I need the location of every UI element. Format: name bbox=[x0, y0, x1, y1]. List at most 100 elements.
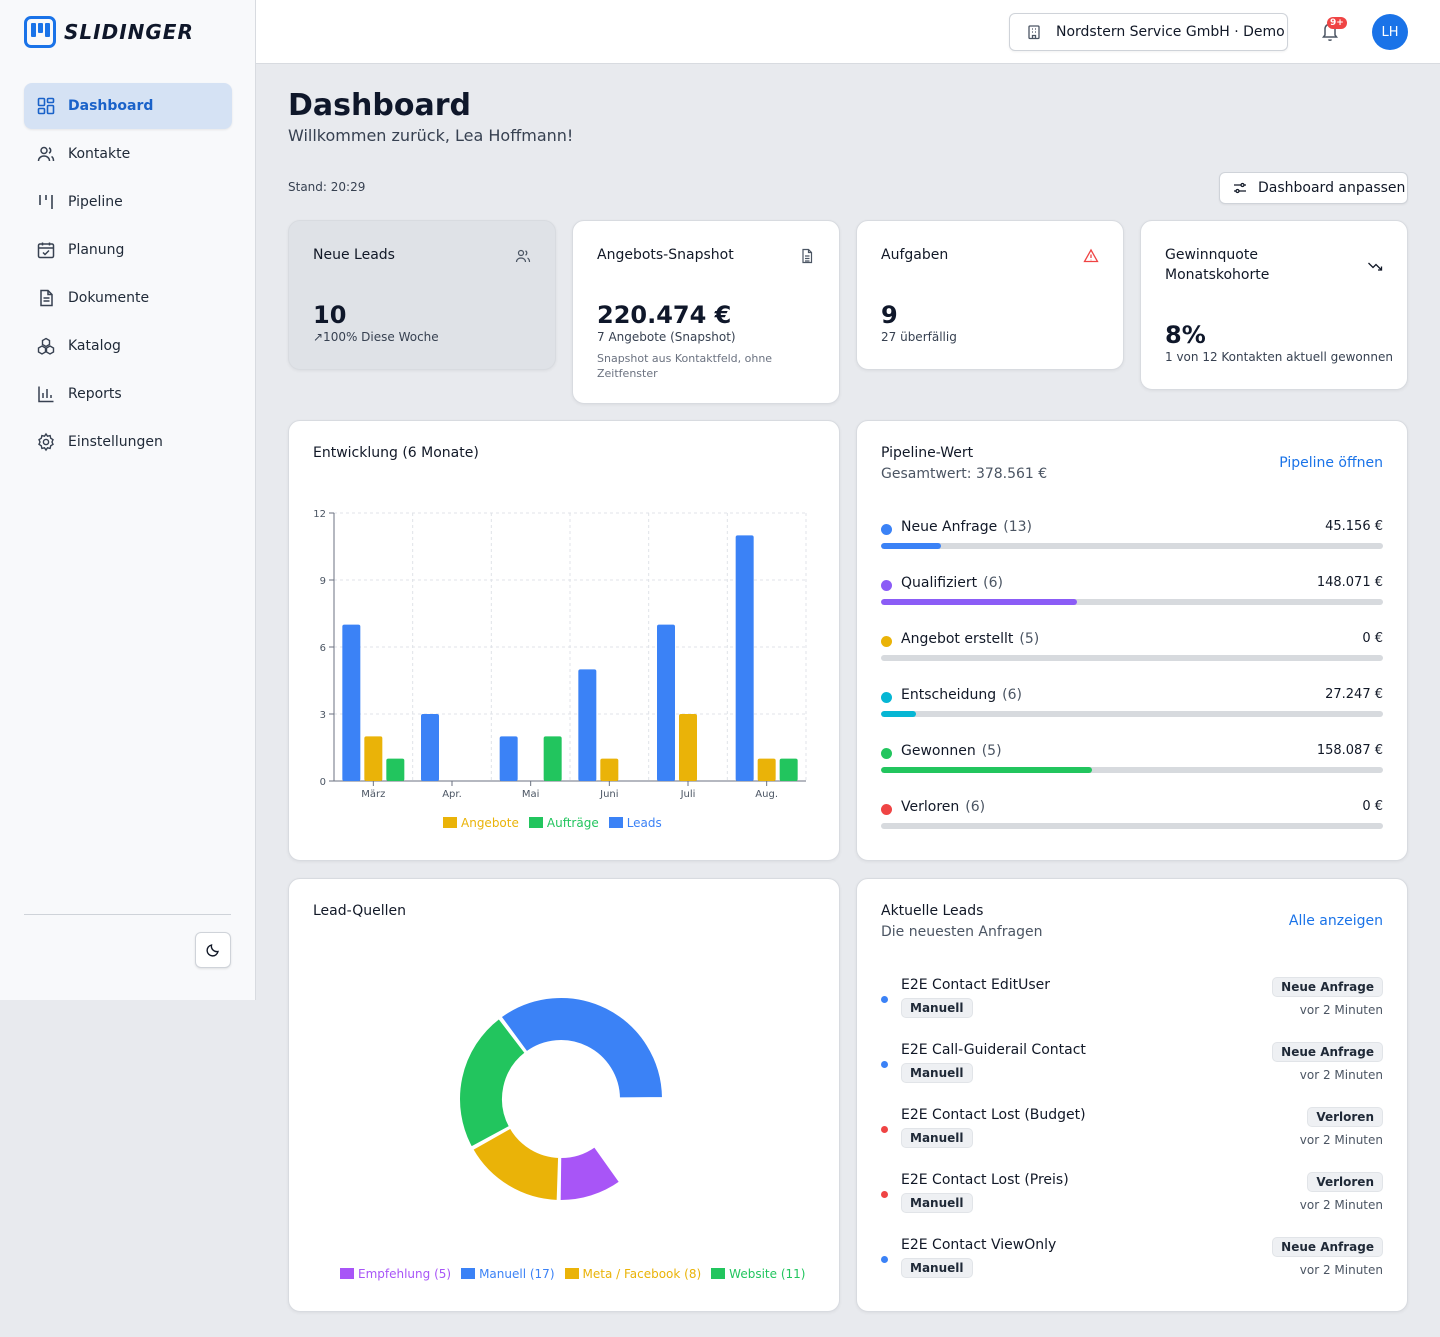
bar-leads[interactable] bbox=[657, 624, 675, 781]
legend-manuell[interactable]: Manuell (17) bbox=[461, 1267, 555, 1281]
card-title: Lead-Quellen bbox=[313, 903, 406, 919]
stage-name: Angebot erstellt bbox=[901, 631, 1014, 647]
bar-angebote[interactable] bbox=[679, 714, 697, 781]
avatar[interactable]: LH bbox=[1372, 14, 1408, 50]
lead-list-item[interactable]: E2E Contact ViewOnly Manuell Neue Anfrag… bbox=[881, 1237, 1383, 1297]
lead-name[interactable]: E2E Contact ViewOnly bbox=[901, 1237, 1057, 1253]
lead-list-item[interactable]: E2E Contact EditUser Manuell Neue Anfrag… bbox=[881, 977, 1383, 1037]
bar-leads[interactable] bbox=[578, 669, 597, 781]
sidebar-item-einstellungen[interactable]: Einstellungen bbox=[24, 419, 232, 465]
sidebar-item-dokumente[interactable]: Dokumente bbox=[24, 275, 232, 321]
legend-website[interactable]: Website (11) bbox=[711, 1267, 805, 1281]
sidebar-item-planung[interactable]: Planung bbox=[24, 227, 232, 273]
stage-dot bbox=[881, 580, 892, 591]
kpi-sub: 1 von 12 Kontakten aktuell gewonnen bbox=[1165, 350, 1393, 364]
stage-progress-track bbox=[881, 711, 1383, 717]
stage-count: (6) bbox=[1002, 687, 1022, 703]
sidebar-item-katalog[interactable]: Katalog bbox=[24, 323, 232, 369]
company-switcher-button[interactable]: Nordstern Service GmbH · Demo bbox=[1009, 13, 1288, 51]
kpi-card-new-leads[interactable]: Neue Leads 10 ↗100% Diese Woche bbox=[288, 220, 556, 370]
bar-angebote[interactable] bbox=[757, 758, 776, 781]
bar-leads[interactable] bbox=[342, 624, 361, 781]
kpi-value: 9 bbox=[881, 301, 898, 329]
dashboard-icon bbox=[37, 97, 55, 115]
lead-name[interactable]: E2E Contact EditUser bbox=[901, 977, 1050, 993]
lead-status-badge: Neue Anfrage bbox=[1272, 1237, 1383, 1257]
legend-angebote[interactable]: Angebote bbox=[443, 816, 519, 830]
bar-angebote[interactable] bbox=[600, 758, 619, 781]
open-pipeline-link[interactable]: Pipeline öffnen bbox=[1279, 455, 1383, 471]
customize-dashboard-button[interactable]: Dashboard anpassen bbox=[1219, 172, 1408, 204]
kpi-card-tasks[interactable]: Aufgaben 9 27 überfällig bbox=[856, 220, 1124, 370]
legend-auftraege[interactable]: Aufträge bbox=[528, 816, 599, 830]
bar-chart-icon bbox=[38, 386, 54, 403]
lead-status-dot bbox=[881, 996, 888, 1003]
pipeline-stage-row[interactable]: Neue Anfrage (13) 45.156 € bbox=[881, 519, 1383, 559]
lead-list-item[interactable]: E2E Contact Lost (Preis) Manuell Verlore… bbox=[881, 1172, 1383, 1232]
bar-leads[interactable] bbox=[421, 714, 439, 781]
lead-source-tag: Manuell bbox=[901, 1128, 973, 1148]
donut-legend: Empfehlung (5) Manuell (17) Meta / Faceb… bbox=[340, 1267, 805, 1281]
y-tick-label: 3 bbox=[320, 710, 326, 721]
lead-source-tag: Manuell bbox=[901, 1193, 973, 1213]
sidebar-item-reports[interactable]: Reports bbox=[24, 371, 232, 417]
lead-source-tag: Manuell bbox=[901, 1063, 973, 1083]
kpi-note: Snapshot aus Kontaktfeld, ohne Zeitfenst… bbox=[597, 352, 773, 380]
pipeline-stage-row[interactable]: Angebot erstellt (5) 0 € bbox=[881, 631, 1383, 671]
lead-name[interactable]: E2E Call-Guiderail Contact bbox=[901, 1042, 1086, 1058]
document-icon bbox=[802, 248, 813, 264]
lead-name[interactable]: E2E Contact Lost (Preis) bbox=[901, 1172, 1069, 1188]
x-tick-label: Aug. bbox=[755, 789, 778, 800]
stage-count: (6) bbox=[983, 575, 1004, 591]
lead-name[interactable]: E2E Contact Lost (Budget) bbox=[901, 1107, 1086, 1123]
legend-leads[interactable]: Leads bbox=[608, 816, 662, 830]
sidebar-item-kontakte[interactable]: Kontakte bbox=[24, 131, 232, 177]
donut-slice-metafacebook[interactable] bbox=[470, 1126, 561, 1202]
theme-toggle-button[interactable] bbox=[195, 932, 231, 968]
brand-logo[interactable]: SLIDINGER bbox=[24, 16, 194, 48]
lead-list-item[interactable]: E2E Call-Guiderail Contact Manuell Neue … bbox=[881, 1042, 1383, 1102]
sidebar-item-dashboard[interactable]: Dashboard bbox=[24, 83, 232, 129]
stage-value: 158.087 € bbox=[1316, 743, 1383, 758]
donut-slice-website[interactable] bbox=[458, 1016, 528, 1149]
pipeline-stage-row[interactable]: Qualifiziert (6) 148.071 € bbox=[881, 575, 1383, 615]
bar-leads[interactable] bbox=[499, 736, 518, 781]
kpi-sub: 27 überfällig bbox=[881, 330, 957, 344]
bar-angebote[interactable] bbox=[364, 736, 383, 781]
brand-name: SLIDINGER bbox=[64, 20, 194, 44]
lead-status-badge: Verloren bbox=[1307, 1172, 1383, 1192]
pipeline-total: Gesamtwert: 378.561 € bbox=[881, 466, 1048, 482]
bar-leads[interactable] bbox=[735, 535, 754, 781]
kpi-title: Neue Leads bbox=[313, 247, 395, 263]
kpi-card-winrate[interactable]: Gewinnquote Monatskohorte 8% 1 von 12 Ko… bbox=[1140, 220, 1408, 390]
stage-label: Gewonnen (5) bbox=[901, 743, 1002, 759]
bar-auftrge[interactable] bbox=[543, 736, 562, 781]
kpi-card-offers[interactable]: Angebots-Snapshot 220.474 € 7 Angebote (… bbox=[572, 220, 840, 404]
kpi-sub: 7 Angebote (Snapshot) bbox=[597, 330, 736, 344]
bar-auftrge[interactable] bbox=[386, 758, 405, 781]
pipeline-stage-row[interactable]: Gewonnen (5) 158.087 € bbox=[881, 743, 1383, 783]
x-tick-label: März bbox=[361, 789, 385, 800]
legend-empfehlung[interactable]: Empfehlung (5) bbox=[340, 1267, 451, 1281]
lead-list-item[interactable]: E2E Contact Lost (Budget) Manuell Verlor… bbox=[881, 1107, 1383, 1167]
sidebar-item-pipeline[interactable]: Pipeline bbox=[24, 179, 232, 225]
kpi-trend: ↗100% Diese Woche bbox=[313, 330, 439, 344]
donut-slice-empfehlung[interactable] bbox=[558, 1144, 622, 1202]
legend-meta-facebook[interactable]: Meta / Facebook (8) bbox=[564, 1267, 702, 1281]
legend-label: Website (11) bbox=[729, 1267, 806, 1281]
calendar-icon bbox=[37, 242, 55, 259]
company-name: Nordstern Service GmbH · Demo bbox=[1056, 24, 1285, 40]
bar-auftrge[interactable] bbox=[779, 758, 798, 781]
pipeline-stage-row[interactable]: Verloren (6) 0 € bbox=[881, 799, 1383, 839]
donut-slice-manuell[interactable] bbox=[499, 996, 665, 1100]
users-icon bbox=[515, 249, 531, 263]
stage-dot bbox=[881, 692, 892, 703]
pipeline-stage-row[interactable]: Entscheidung (6) 27.247 € bbox=[881, 687, 1383, 727]
sliders-icon bbox=[1234, 182, 1246, 194]
stage-name: Entscheidung bbox=[901, 687, 997, 703]
kpi-value: 220.474 € bbox=[597, 301, 732, 329]
stage-dot bbox=[881, 636, 892, 647]
stage-count: (13) bbox=[1003, 519, 1032, 535]
legend-label: Meta / Facebook (8) bbox=[582, 1267, 702, 1281]
show-all-leads-link[interactable]: Alle anzeigen bbox=[1288, 913, 1383, 929]
